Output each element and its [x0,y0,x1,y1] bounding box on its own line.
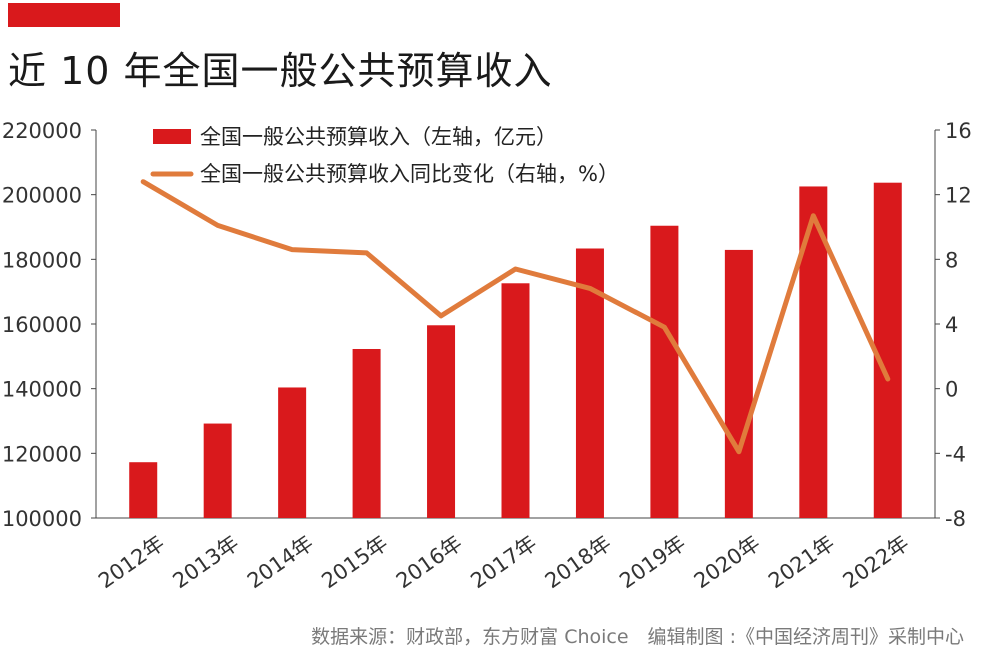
bar-revenue [129,462,158,518]
source-note: 数据来源：财政部，东方财富 Choice 编辑制图 :《中国经济周刊》采制中心 [311,626,964,648]
bar-revenue [278,387,307,518]
right-axis-tick-label: 16 [945,119,972,143]
legend-bar-label: 全国一般公共预算收入（左轴，亿元） [200,125,557,149]
left-axis-tick-label: 120000 [2,442,82,466]
page-title: 近 10 年全国一般公共预算收入 [8,49,553,93]
bar-revenue [873,182,902,518]
bar-revenue [203,423,232,518]
left-axis-tick-label: 180000 [2,248,82,272]
x-axis-tick-label: 2014年 [243,531,318,593]
right-axis-tick-label: 4 [945,313,958,337]
line-yoy-change [140,179,891,455]
left-axis-tick-label: 200000 [2,184,82,208]
x-axis-tick-label: 2016年 [392,531,467,593]
x-axis-tick-label: 2018年 [541,531,616,593]
bar-revenue [501,283,530,518]
left-axis-tick-label: 160000 [2,313,82,337]
x-axis-tick-label: 2013年 [169,531,244,593]
right-axis-tick-label: 8 [945,248,958,272]
x-axis-tick-label: 2015年 [317,531,392,593]
x-axis-tick-label: 2021年 [764,531,839,593]
x-axis-tick-label: 2017年 [466,531,541,593]
legend-line-label: 全国一般公共预算收入同比变化（右轴，%） [200,162,619,186]
legend-bar-swatch [153,129,191,144]
right-axis-tick-label: -4 [945,442,966,466]
left-axis-tick-label: 220000 [2,119,82,143]
left-axis-tick-label: 140000 [2,378,82,402]
left-axis-tick-label: 100000 [2,507,82,531]
x-axis-tick-label: 2012年 [94,531,169,593]
bar-revenue [650,225,679,518]
x-axis-tick-label: 2022年 [839,531,914,593]
right-axis-tick-label: 12 [945,184,972,208]
bar-revenue [427,325,456,518]
accent-bar [8,3,120,27]
x-axis-tick-label: 2019年 [615,531,690,593]
right-axis-tick-label: -8 [945,507,966,531]
x-axis-tick-label: 2020年 [690,531,765,593]
bar-revenue [724,249,753,518]
right-axis-tick-label: 0 [945,378,958,402]
bar-revenue [352,348,381,518]
